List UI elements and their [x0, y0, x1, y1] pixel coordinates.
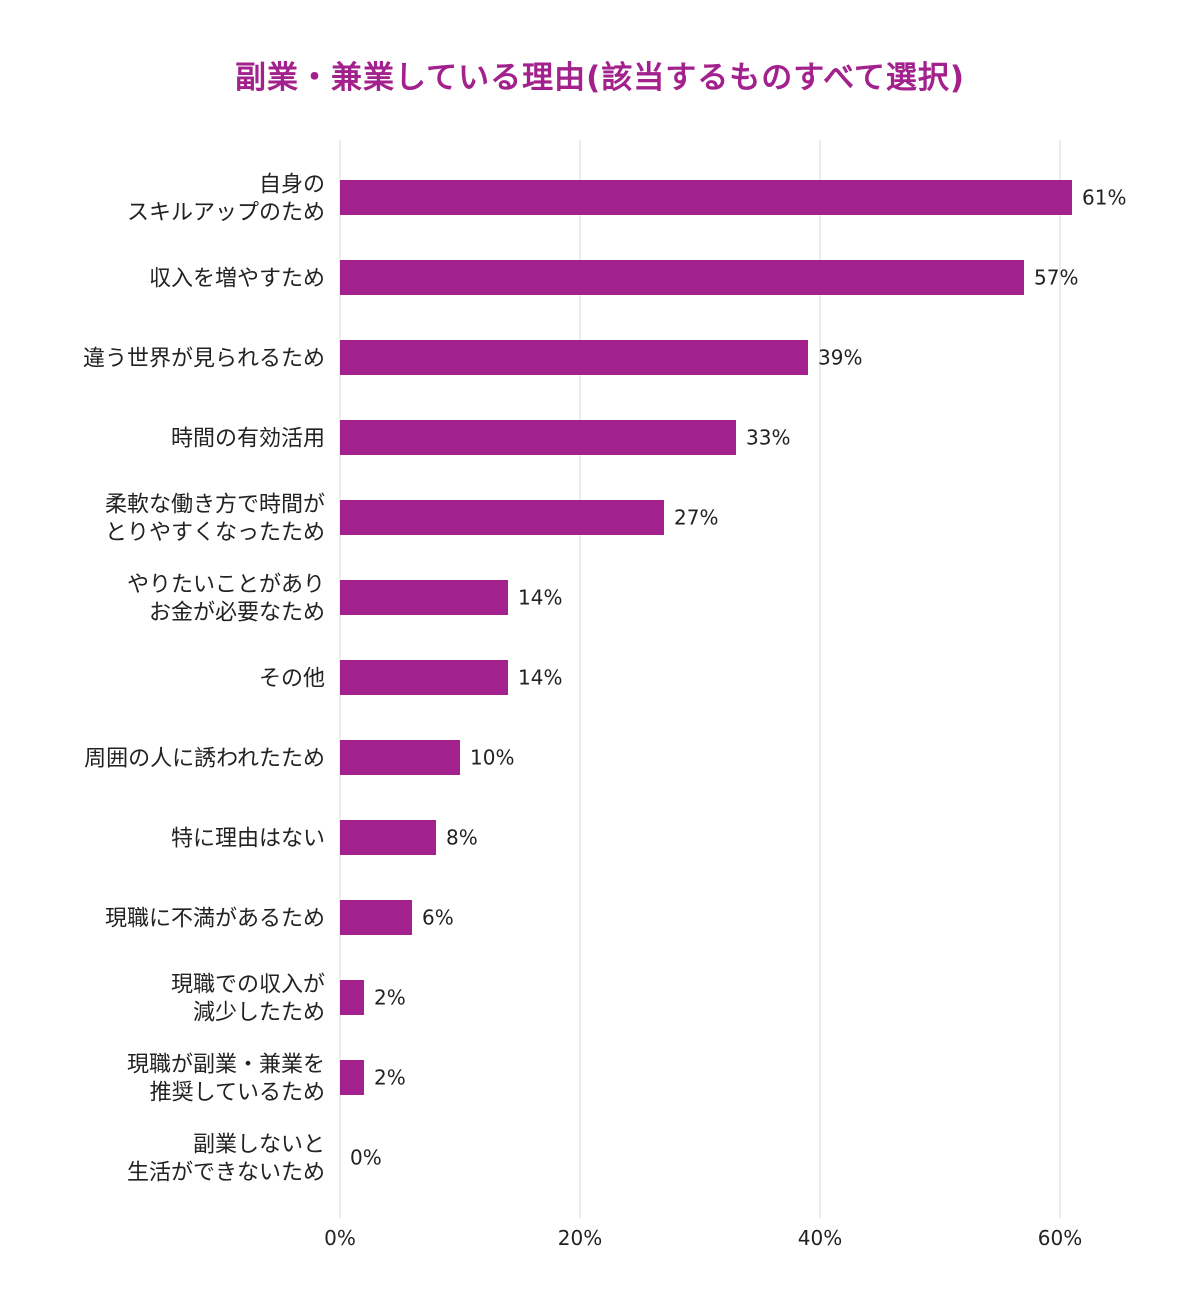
- bar-6: [340, 660, 508, 695]
- category-label-5-line-0: やりたいことがあり: [127, 573, 325, 598]
- bar-1: [340, 260, 1024, 295]
- category-label-0-line-1: スキルアップのため: [127, 201, 325, 226]
- category-label-0-line-0: 自身の: [259, 173, 325, 198]
- value-label-8: 8%: [446, 826, 478, 850]
- value-label-10: 2%: [374, 986, 406, 1010]
- category-label-8: 特に理由はない: [171, 827, 325, 852]
- category-label-7: 周囲の人に誘われたため: [84, 747, 325, 772]
- value-label-1: 57%: [1034, 266, 1078, 290]
- bar-10: [340, 980, 364, 1015]
- bar-2: [340, 340, 808, 375]
- category-label-11-line-1: 推奨しているため: [150, 1081, 325, 1106]
- category-label-4-line-1: とりやすくなったため: [105, 521, 325, 546]
- value-label-3: 33%: [746, 426, 790, 450]
- category-label-10-line-0: 現職での収入が: [171, 973, 325, 998]
- bar-11: [340, 1060, 364, 1095]
- x-tick-label-3: 60%: [1038, 1226, 1082, 1250]
- category-label-5-line-1: お金が必要なため: [149, 601, 325, 626]
- bar-9: [340, 900, 412, 935]
- chart-title: 副業・兼業している理由(該当するものすべて選択): [235, 60, 965, 96]
- value-label-7: 10%: [470, 746, 514, 770]
- category-label-10-line-1: 減少したため: [193, 1001, 325, 1026]
- value-label-12: 0%: [350, 1146, 382, 1170]
- x-tick-label-2: 40%: [798, 1226, 842, 1250]
- bar-7: [340, 740, 460, 775]
- category-label-11-line-0: 現職が副業・兼業を: [127, 1053, 325, 1078]
- category-label-12-line-1: 生活ができないため: [127, 1161, 325, 1186]
- category-label-4-line-0: 柔軟な働き方で時間が: [105, 493, 325, 518]
- bar-0: [340, 180, 1072, 215]
- value-label-5: 14%: [518, 586, 562, 610]
- category-label-3: 時間の有効活用: [171, 427, 325, 452]
- value-label-11: 2%: [374, 1066, 406, 1090]
- bar-3: [340, 420, 736, 455]
- category-label-6: その他: [259, 667, 325, 692]
- category-label-9: 現職に不満があるため: [105, 907, 325, 932]
- category-label-2: 違う世界が見られるため: [83, 347, 325, 372]
- bar-4: [340, 500, 664, 535]
- category-label-12-line-0: 副業しないと: [193, 1133, 325, 1158]
- value-label-4: 27%: [674, 506, 718, 530]
- value-label-9: 6%: [422, 906, 454, 930]
- category-label-1: 収入を増やすため: [149, 267, 325, 292]
- value-label-6: 14%: [518, 666, 562, 690]
- bar-8: [340, 820, 436, 855]
- value-label-0: 61%: [1082, 186, 1126, 210]
- value-label-2: 39%: [818, 346, 862, 370]
- x-tick-label-0: 0%: [324, 1226, 356, 1250]
- bar-5: [340, 580, 508, 615]
- x-tick-label-1: 20%: [558, 1226, 602, 1250]
